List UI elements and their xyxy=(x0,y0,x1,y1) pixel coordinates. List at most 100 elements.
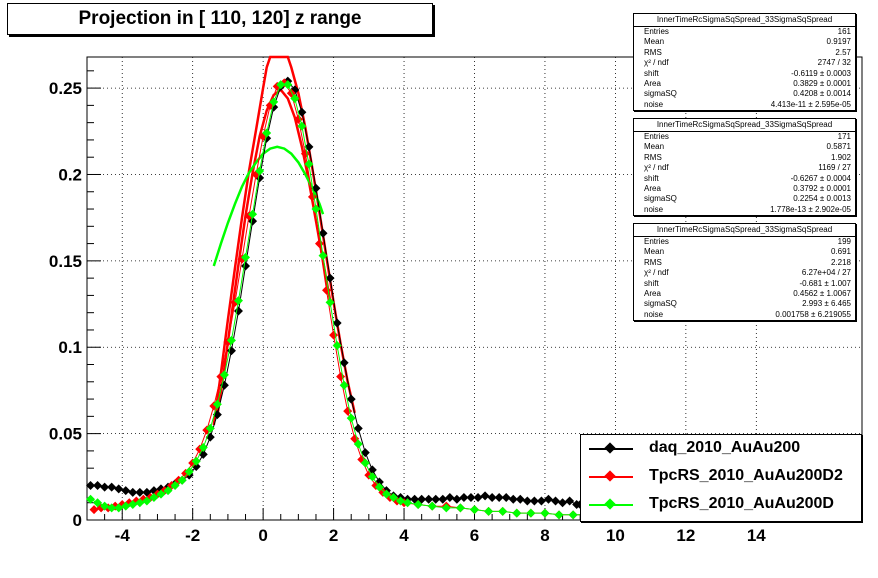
stats-row-area: Area 0.3792 ± 0.0001 xyxy=(634,184,855,194)
data-point xyxy=(212,399,222,409)
stats-row-noise: noise 4.413e-11 ± 2.595e-05 xyxy=(634,100,855,110)
data-point xyxy=(551,496,561,506)
stats-row-rms: RMS 2.57 xyxy=(634,48,855,58)
stats-row-sigmasq: sigmaSQ 0.2254 ± 0.0013 xyxy=(634,194,855,204)
stats-label: RMS xyxy=(644,47,662,57)
legend-label: daq_2010_AuAu200 xyxy=(649,439,801,456)
stats-value: 1169 / 27 xyxy=(818,163,851,173)
stats-value: 6.27e+04 / 27 xyxy=(801,268,851,278)
data-point xyxy=(205,423,215,433)
data-point xyxy=(226,335,236,345)
data-point xyxy=(233,296,243,306)
stats-row-shift: shift -0.6119 ± 0.0003 xyxy=(634,69,855,79)
stats-value: 199 xyxy=(837,237,851,246)
stats-label: shift xyxy=(644,68,659,78)
data-point xyxy=(565,496,575,506)
data-point xyxy=(459,493,469,503)
data-point xyxy=(121,486,131,496)
stats-value: 1.778e-13 ± 2.902e-05 xyxy=(770,204,851,214)
stats-row-noise: noise 1.778e-13 ± 2.902e-05 xyxy=(634,205,855,215)
data-point xyxy=(332,318,342,328)
stats-value: 0.4208 ± 0.0014 xyxy=(793,89,851,99)
stats-label: sigmaSQ xyxy=(644,194,677,204)
data-point xyxy=(311,183,321,193)
data-point xyxy=(149,493,159,503)
data-point xyxy=(427,501,437,511)
stats-value: 0.9197 xyxy=(826,37,851,47)
data-point xyxy=(86,494,96,504)
data-point xyxy=(219,370,229,380)
data-point xyxy=(325,273,335,283)
data-point xyxy=(455,503,465,513)
data-point xyxy=(184,467,194,477)
data-point xyxy=(431,494,441,504)
data-point xyxy=(360,448,370,458)
data-point xyxy=(142,496,152,506)
stats-row-sigmasq: sigmaSQ 0.4208 ± 0.0014 xyxy=(634,89,855,99)
stats-label: Mean xyxy=(644,142,665,152)
data-point xyxy=(100,482,110,492)
data-point xyxy=(470,505,479,515)
data-point xyxy=(297,107,307,117)
data-point xyxy=(554,510,564,520)
stats-row-rms: RMS 1.902 xyxy=(634,153,855,163)
stats-value: 2.57 xyxy=(835,47,851,57)
stats-value: -0.6119 ± 0.0003 xyxy=(791,68,851,78)
stats-row-shift: shift -0.6267 ± 0.0004 xyxy=(634,174,855,184)
stats-label: shift xyxy=(644,173,659,183)
stats-value: -0.6267 ± 0.0004 xyxy=(790,173,851,183)
data-point xyxy=(325,297,335,307)
legend-label: TpcRS_2010_AuAu200D xyxy=(649,495,834,512)
data-point xyxy=(388,493,398,503)
data-point xyxy=(283,80,293,90)
data-point xyxy=(93,480,103,490)
data-point xyxy=(311,204,321,214)
data-point xyxy=(237,254,247,264)
stats-value: 2.218 xyxy=(830,257,851,267)
data-point xyxy=(290,93,300,103)
x-tick-label: 8 xyxy=(540,526,549,545)
data-point xyxy=(135,487,145,497)
x-tick-label: 0 xyxy=(258,526,267,545)
x-tick-label: 14 xyxy=(747,526,766,545)
stats-value: 2747 / 32 xyxy=(817,58,851,68)
data-point xyxy=(170,480,180,490)
data-point xyxy=(318,251,328,261)
stats-value: 0.3792 ± 0.0001 xyxy=(793,183,851,193)
stats-label: noise xyxy=(644,204,664,214)
data-point xyxy=(163,486,173,496)
data-point xyxy=(114,503,124,513)
data-point xyxy=(529,496,539,506)
data-point xyxy=(318,228,328,238)
stats-row-rms: RMS 2.218 xyxy=(634,258,855,268)
legend-entry-daq: daq_2010_AuAu200 xyxy=(581,435,861,463)
data-point xyxy=(353,423,363,433)
data-point xyxy=(498,506,508,516)
stats-label: RMS xyxy=(644,257,662,267)
y-tick-label: 0.25 xyxy=(49,79,82,98)
data-point xyxy=(248,209,258,219)
data-point xyxy=(269,97,279,107)
data-point xyxy=(86,480,96,490)
stats-value: 161 xyxy=(837,27,851,36)
stats-label: noise xyxy=(644,99,664,109)
legend: daq_2010_AuAu200 TpcRS_2010_AuAu200D2 Tp… xyxy=(580,434,862,522)
stats-row-area: Area 0.3829 ± 0.0001 xyxy=(634,79,855,89)
data-point xyxy=(191,456,201,466)
data-point xyxy=(452,494,462,504)
data-point xyxy=(353,439,363,449)
stats-value: -0.681 ± 1.007 xyxy=(799,278,851,288)
stats-label: sigmaSQ xyxy=(644,299,677,309)
stats-value: 2.993 ± 6.465 xyxy=(802,299,851,309)
data-point xyxy=(413,499,423,509)
data-point xyxy=(262,128,272,138)
stats-label: Entries xyxy=(644,237,669,246)
stats-row-area: Area 0.4562 ± 1.0067 xyxy=(634,289,855,299)
stats-row-chi2: χ² / ndf 1169 / 27 xyxy=(634,163,855,173)
stats-row-sigmasq: sigmaSQ 2.993 ± 6.465 xyxy=(634,299,855,309)
chart-title: Projection in [ 110, 120] z range xyxy=(7,3,433,35)
legend-marker xyxy=(604,498,616,510)
data-point xyxy=(177,475,187,485)
y-tick-label: 0 xyxy=(73,511,82,530)
